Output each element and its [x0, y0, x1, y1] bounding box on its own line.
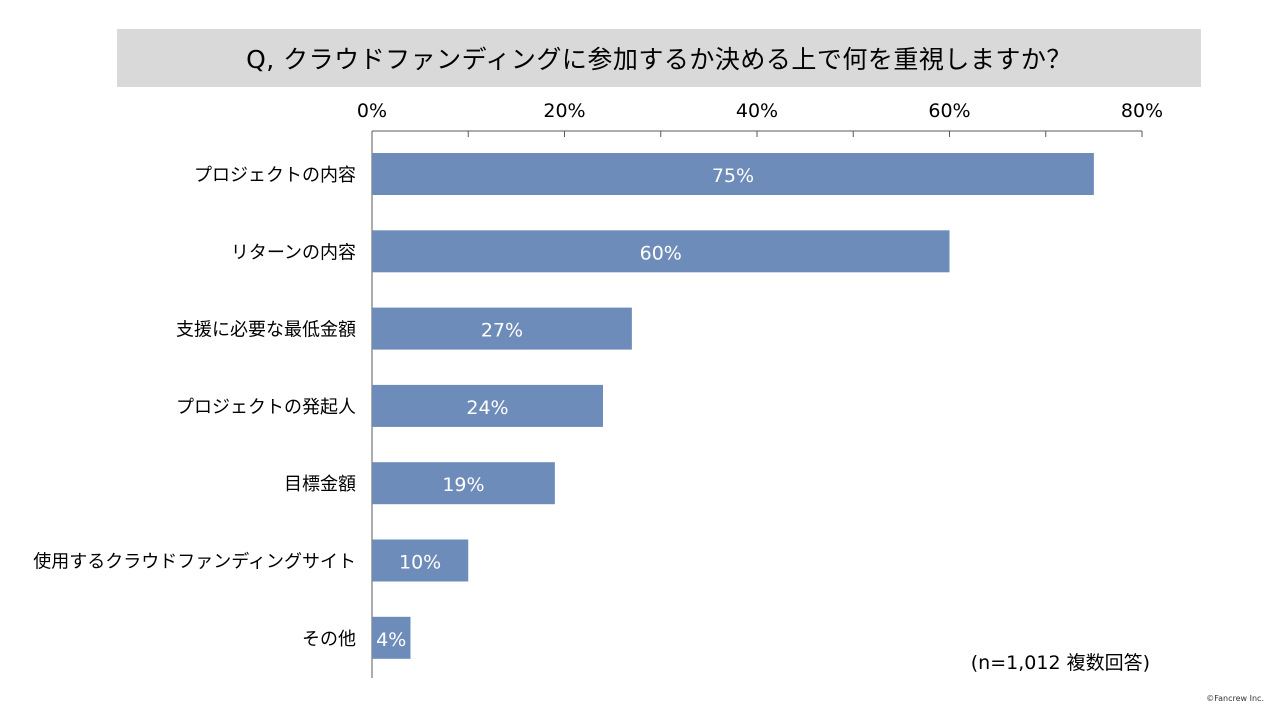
x-tick-label: 20%	[543, 100, 585, 122]
category-label: 目標金額	[284, 474, 356, 495]
axis-layer: 0% 20% 40% 60% 80%	[357, 100, 1163, 678]
data-label: 19%	[442, 474, 484, 496]
data-label: 60%	[640, 242, 682, 264]
bar	[372, 153, 1094, 195]
bar	[372, 307, 632, 350]
x-tick-label: 60%	[928, 100, 970, 122]
title-bar: Q, クラウドファンディングに参加するか決める上で何を重視しますか？	[117, 29, 1201, 87]
x-tick-label: 0%	[357, 100, 387, 122]
bar	[372, 462, 555, 505]
label-layer: プロジェクトの内容 75% リターンの内容 60% 支援に必要な最低金額 27% プロジェク…	[33, 165, 754, 651]
data-label: 75%	[712, 165, 754, 187]
category-label: その他	[302, 629, 356, 650]
sample-note: (n=1,012 複数回答)	[970, 652, 1150, 674]
data-label: 24%	[466, 397, 508, 419]
bar	[372, 539, 469, 582]
bar	[372, 230, 950, 273]
category-label: 使用するクラウドファンディングサイト	[33, 552, 356, 573]
category-label: プロジェクトの内容	[194, 165, 356, 186]
category-label: 支援に必要な最低金額	[176, 320, 356, 341]
data-label: 10%	[399, 552, 441, 574]
bar	[372, 384, 603, 427]
category-label: プロジェクトの発起人	[176, 397, 356, 418]
chart-title: Q, クラウドファンディングに参加するか決める上で何を重視しますか？	[246, 45, 1072, 74]
bar-layer	[372, 153, 1094, 659]
category-label: リターンの内容	[231, 242, 356, 263]
x-tick-label: 40%	[736, 100, 778, 122]
copyright-credit: ©Fancrew Inc.	[1206, 694, 1264, 703]
bar	[372, 616, 411, 659]
data-label: 4%	[376, 629, 406, 651]
data-label: 27%	[481, 320, 523, 342]
x-tick-label: 80%	[1121, 100, 1163, 122]
